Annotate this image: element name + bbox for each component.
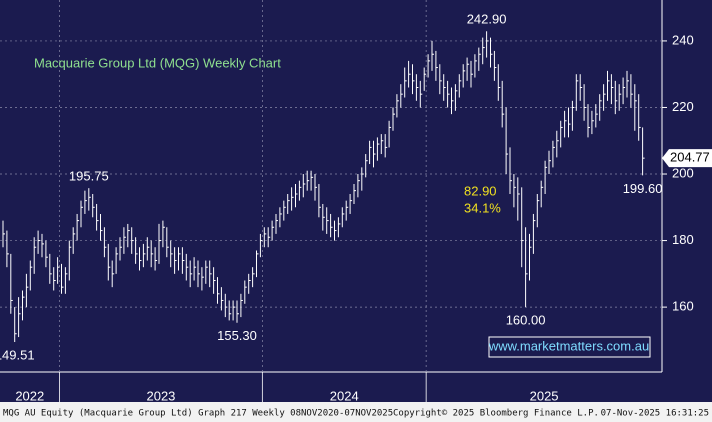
x-tick-label: 2023 [146,388,175,403]
low-label: 155.30 [217,328,257,343]
watermark-box [488,336,651,358]
low-label: 199.60 [623,181,663,196]
y-tick-label: 200 [672,165,694,180]
footer-text: 07-Nov-2025 16:31:25 [601,409,709,419]
footer-text: Copyright© 2025 Bloomberg Finance L.P. [393,409,599,419]
low-label: 160.00 [506,313,546,328]
low-label: 149.51 [0,347,35,362]
high-label: 195.75 [69,169,109,184]
footer-background [0,402,712,422]
annotation: 82.90 [464,183,497,198]
x-tick-label: 2025 [530,388,559,403]
x-tick-label: 2022 [15,388,44,403]
high-label: 242.90 [467,12,507,27]
last-price-marker [662,149,712,168]
annotation: 34.1% [464,200,501,215]
last-price-label: 204.77 [670,150,710,165]
y-tick-label: 240 [672,32,694,47]
y-tick-label: 160 [672,299,694,314]
chart-background [0,0,712,402]
footer-text: MQG AU Equity (Macquarie Group Ltd) Grap… [3,409,393,419]
x-tick-label: 2024 [330,388,359,403]
watermark: www.marketmatters.com.au [488,338,649,353]
y-tick-label: 180 [672,232,694,247]
y-tick-label: 220 [672,99,694,114]
chart-title: Macquarie Group Ltd (MQG) Weekly Chart [34,55,281,70]
